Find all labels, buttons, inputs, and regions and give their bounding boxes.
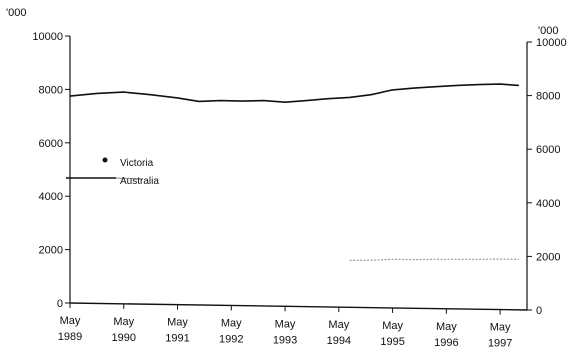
x-ticks: May 1989 May 1990 May 1991 May 1992 May 1993 May 19…: [58, 303, 512, 350]
left-y-tick-label: 0: [57, 298, 63, 310]
series-line-australia: [69, 83, 519, 103]
right-y-tick-label: 2000: [536, 251, 560, 263]
left-y-tick-label: 10000: [32, 31, 63, 43]
x-tick-year: 1995: [380, 336, 404, 348]
x-tick-month: May: [60, 315, 81, 327]
right-y-tick-label: 4000: [536, 198, 560, 210]
right-y-tick-label: 0: [536, 305, 542, 317]
right-y-tick-label: 10000: [536, 37, 567, 49]
x-tick-year: 1994: [327, 335, 351, 347]
x-tick-year: 1990: [112, 332, 136, 344]
series-layer: [69, 83, 519, 261]
x-axis: [69, 302, 528, 311]
right-y-ticks: 0 2000 4000 6000 8000 10000: [527, 37, 567, 317]
x-tick-month: May: [436, 321, 457, 333]
legend: Victoria Australia: [66, 157, 159, 187]
right-unit-label: '000: [538, 25, 558, 37]
legend-australia-label: Australia: [120, 176, 159, 187]
left-y-tick-label: 4000: [39, 191, 63, 203]
legend-australia-swatch-tail: [115, 177, 143, 180]
legend-victoria-label: Victoria: [120, 158, 154, 169]
x-tick-month: May: [113, 316, 134, 328]
right-y-tick-label: 8000: [536, 91, 560, 103]
x-tick-month: May: [275, 318, 296, 330]
x-tick-year: 1991: [165, 333, 189, 345]
left-y-ticks: 0 2000 4000 6000 8000 10000: [32, 31, 70, 310]
right-y-tick-label: 6000: [536, 144, 560, 156]
x-tick-year: 1997: [488, 338, 512, 350]
series-line-victoria: [349, 258, 519, 261]
x-tick-year: 1992: [219, 333, 243, 345]
left-y-tick-label: 2000: [39, 245, 63, 257]
x-tick-month: May: [382, 320, 403, 332]
x-tick-year: 1989: [58, 331, 82, 343]
x-tick-year: 1993: [273, 334, 297, 346]
left-y-tick-label: 8000: [39, 84, 63, 96]
x-tick-month: May: [328, 319, 349, 331]
left-unit-label: '000: [6, 7, 26, 19]
left-y-tick-label: 6000: [39, 138, 63, 150]
x-tick-month: May: [490, 322, 511, 334]
x-tick-month: May: [221, 317, 242, 329]
x-tick-month: May: [167, 317, 188, 329]
x-tick-year: 1996: [434, 337, 458, 349]
legend-victoria-marker: [102, 157, 108, 163]
